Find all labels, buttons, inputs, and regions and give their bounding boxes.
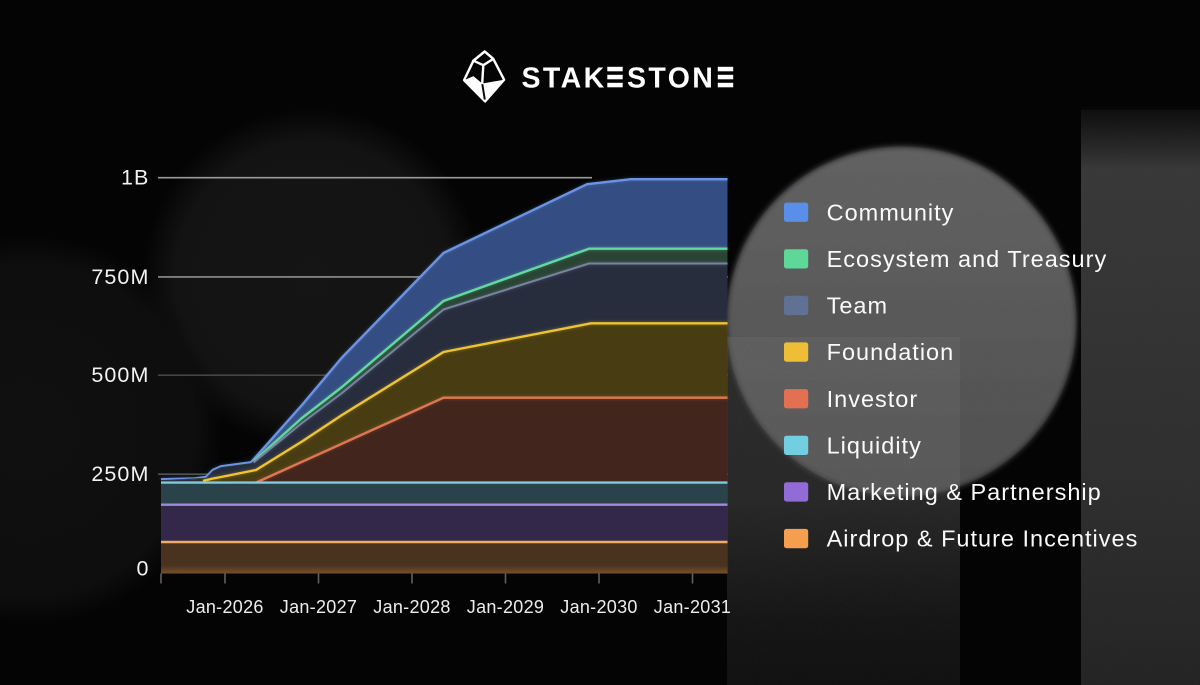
- svg-text:0: 0: [136, 557, 149, 581]
- svg-text:1B: 1B: [121, 166, 150, 190]
- svg-text:Jan-2027: Jan-2027: [280, 597, 357, 617]
- svg-text:Jan-2028: Jan-2028: [373, 597, 450, 617]
- svg-text:500M: 500M: [91, 363, 149, 387]
- svg-text:STON: STON: [627, 63, 715, 95]
- svg-text:Jan-2026: Jan-2026: [186, 597, 263, 617]
- svg-text:Jan-2030: Jan-2030: [560, 597, 637, 617]
- svg-text:Jan-2031: Jan-2031: [654, 597, 731, 617]
- svg-text:250M: 250M: [91, 462, 149, 486]
- svg-text:STAK: STAK: [522, 63, 607, 95]
- svg-text:Jan-2029: Jan-2029: [467, 597, 544, 617]
- svg-text:750M: 750M: [91, 265, 149, 289]
